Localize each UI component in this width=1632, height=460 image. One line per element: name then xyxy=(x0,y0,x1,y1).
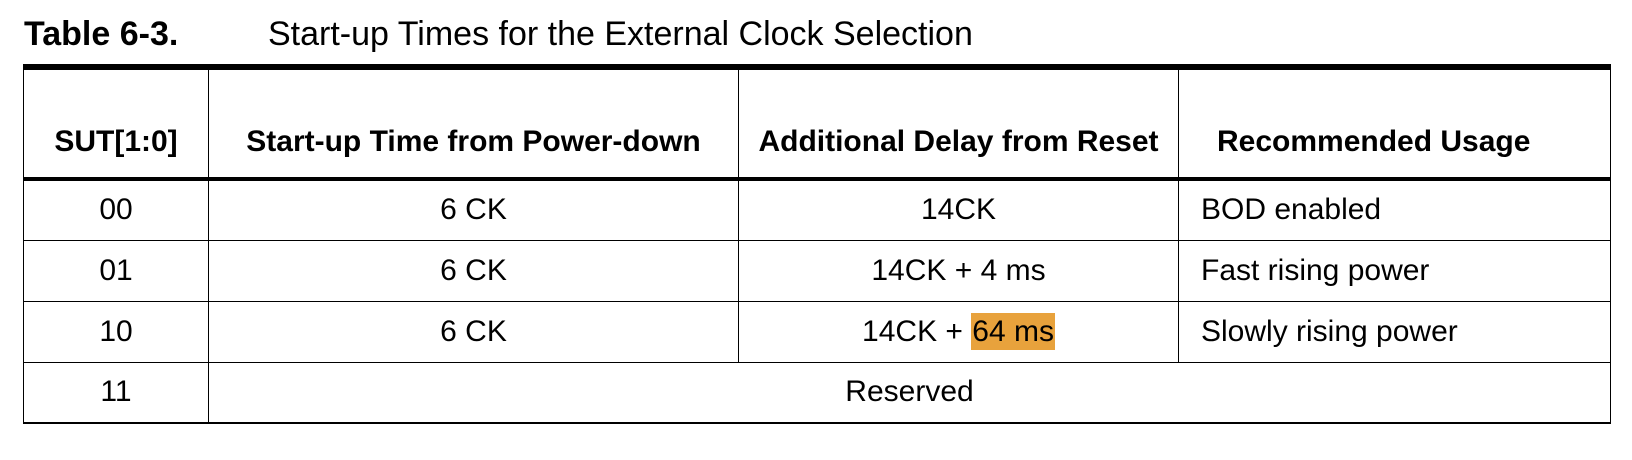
highlighted-delay: 64 ms xyxy=(971,312,1055,350)
table-row: 10 6 CK 14CK + 64 ms Slowly rising power xyxy=(23,300,1611,363)
table-number: Table 6-3. xyxy=(24,14,179,53)
header-sut: SUT[1:0] xyxy=(23,64,209,181)
cell-startup-time: 6 CK xyxy=(208,178,739,241)
header-recommended-usage: Recommended Usage xyxy=(1178,64,1611,181)
table-row: 01 6 CK 14CK + 4 ms Fast rising power xyxy=(23,239,1611,302)
header-startup-time: Start-up Time from Power-down xyxy=(208,64,739,181)
cell-additional-delay: 14CK + 64 ms xyxy=(738,300,1179,363)
cell-sut: 01 xyxy=(23,239,209,302)
delay-text: 14CK xyxy=(920,193,997,227)
delay-text: 14CK + 4 ms xyxy=(871,253,1046,287)
cell-recommended-usage: BOD enabled xyxy=(1178,178,1611,241)
cell-recommended-usage: Slowly rising power xyxy=(1178,300,1611,363)
cell-additional-delay: 14CK xyxy=(738,178,1179,241)
cell-sut: 10 xyxy=(23,300,209,363)
cell-reserved: Reserved xyxy=(208,361,1611,424)
cell-additional-delay: 14CK + 4 ms xyxy=(738,239,1179,302)
table-row: 00 6 CK 14CK BOD enabled xyxy=(23,178,1611,241)
table-title: Start-up Times for the External Clock Se… xyxy=(268,14,973,53)
cell-recommended-usage: Fast rising power xyxy=(1178,239,1611,302)
header-additional-delay: Additional Delay from Reset xyxy=(738,64,1179,181)
cell-sut: 11 xyxy=(23,361,209,424)
delay-text: 14CK + xyxy=(862,314,972,348)
cell-startup-time: 6 CK xyxy=(208,300,739,363)
table-header-row: SUT[1:0] Start-up Time from Power-down A… xyxy=(23,64,1611,181)
cell-startup-time: 6 CK xyxy=(208,239,739,302)
startup-times-table: SUT[1:0] Start-up Time from Power-down A… xyxy=(23,64,1611,424)
table-caption: Table 6-3. Start-up Times for the Extern… xyxy=(24,12,973,56)
table-row-reserved: 11 Reserved xyxy=(23,361,1611,424)
cell-sut: 00 xyxy=(23,178,209,241)
